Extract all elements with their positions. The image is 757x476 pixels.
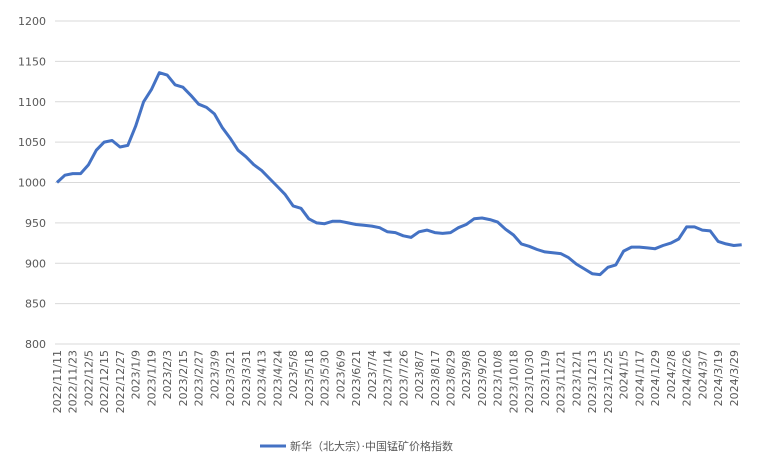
x-tick-label: 2023/12/25 — [602, 350, 615, 413]
x-tick-label: 2023/12/1 — [570, 350, 583, 406]
y-tick-label: 900 — [25, 257, 46, 270]
x-tick-label: 2023/5/30 — [319, 350, 332, 406]
y-tick-label: 950 — [25, 217, 46, 230]
x-tick-label: 2023/7/14 — [382, 350, 395, 406]
x-tick-label: 2023/3/31 — [240, 350, 253, 406]
x-tick-label: 2023/8/7 — [413, 350, 426, 399]
x-tick-label: 2022/12/27 — [114, 350, 127, 413]
x-tick-label: 2024/1/29 — [649, 350, 662, 406]
x-tick-label: 2022/12/5 — [82, 350, 95, 406]
x-tick-label: 2023/10/30 — [523, 350, 536, 413]
x-tick-label: 2023/6/9 — [334, 350, 347, 399]
x-tick-label: 2023/4/24 — [271, 350, 284, 406]
x-tick-label: 2023/1/9 — [130, 350, 143, 399]
data-line — [55, 71, 742, 277]
x-tick-label: 2023/7/26 — [397, 350, 410, 406]
x-tick-label: 2023/4/13 — [256, 350, 269, 406]
legend-label: 新华（北大宗）·中国锰矿价格指数 — [290, 439, 453, 453]
y-tick-label: 1000 — [18, 177, 46, 190]
x-tick-label: 2023/2/3 — [161, 350, 174, 399]
x-tick-label: 2023/10/8 — [492, 350, 505, 406]
y-tick-label: 1100 — [18, 96, 46, 109]
x-tick-label: 2023/3/9 — [208, 350, 221, 399]
x-tick-label: 2023/12/13 — [586, 350, 599, 413]
x-tick-label: 2023/10/18 — [507, 350, 520, 413]
x-tick-label: 2024/3/29 — [728, 350, 741, 406]
y-tick-label: 1200 — [18, 15, 46, 28]
x-tick-label: 2023/5/18 — [303, 350, 316, 406]
x-tick-label: 2023/3/21 — [224, 350, 237, 406]
y-tick-label: 850 — [25, 298, 46, 311]
x-tick-label: 2023/5/8 — [287, 350, 300, 399]
x-tick-label: 2023/9/20 — [476, 350, 489, 406]
y-tick-label: 1150 — [18, 55, 46, 68]
y-tick-label: 1050 — [18, 136, 46, 149]
x-tick-label: 2024/3/7 — [696, 350, 709, 399]
x-tick-label: 2023/2/15 — [177, 350, 190, 406]
x-tick-label: 2024/3/19 — [712, 350, 725, 406]
x-tick-label: 2023/2/27 — [193, 350, 206, 406]
x-tick-label: 2024/2/8 — [665, 350, 678, 399]
x-tick-label: 2022/11/11 — [51, 350, 64, 413]
y-tick-label: 800 — [25, 338, 46, 351]
x-tick-label: 2024/1/17 — [633, 350, 646, 406]
x-tick-label: 2023/7/4 — [366, 350, 379, 399]
x-tick-label: 2024/2/26 — [681, 350, 694, 406]
x-tick-label: 2024/1/5 — [618, 350, 631, 399]
x-tick-label: 2022/11/23 — [67, 350, 80, 413]
x-tick-label: 2023/9/8 — [460, 350, 473, 399]
x-tick-label: 2023/8/29 — [445, 350, 458, 406]
x-tick-label: 2023/8/17 — [429, 350, 442, 406]
x-tick-label: 2023/1/19 — [145, 350, 158, 406]
x-tick-label: 2023/11/9 — [539, 350, 552, 406]
x-tick-label: 2023/6/21 — [350, 350, 363, 406]
x-tick-label: 2023/11/21 — [555, 350, 568, 413]
x-tick-label: 2022/12/15 — [98, 350, 111, 413]
